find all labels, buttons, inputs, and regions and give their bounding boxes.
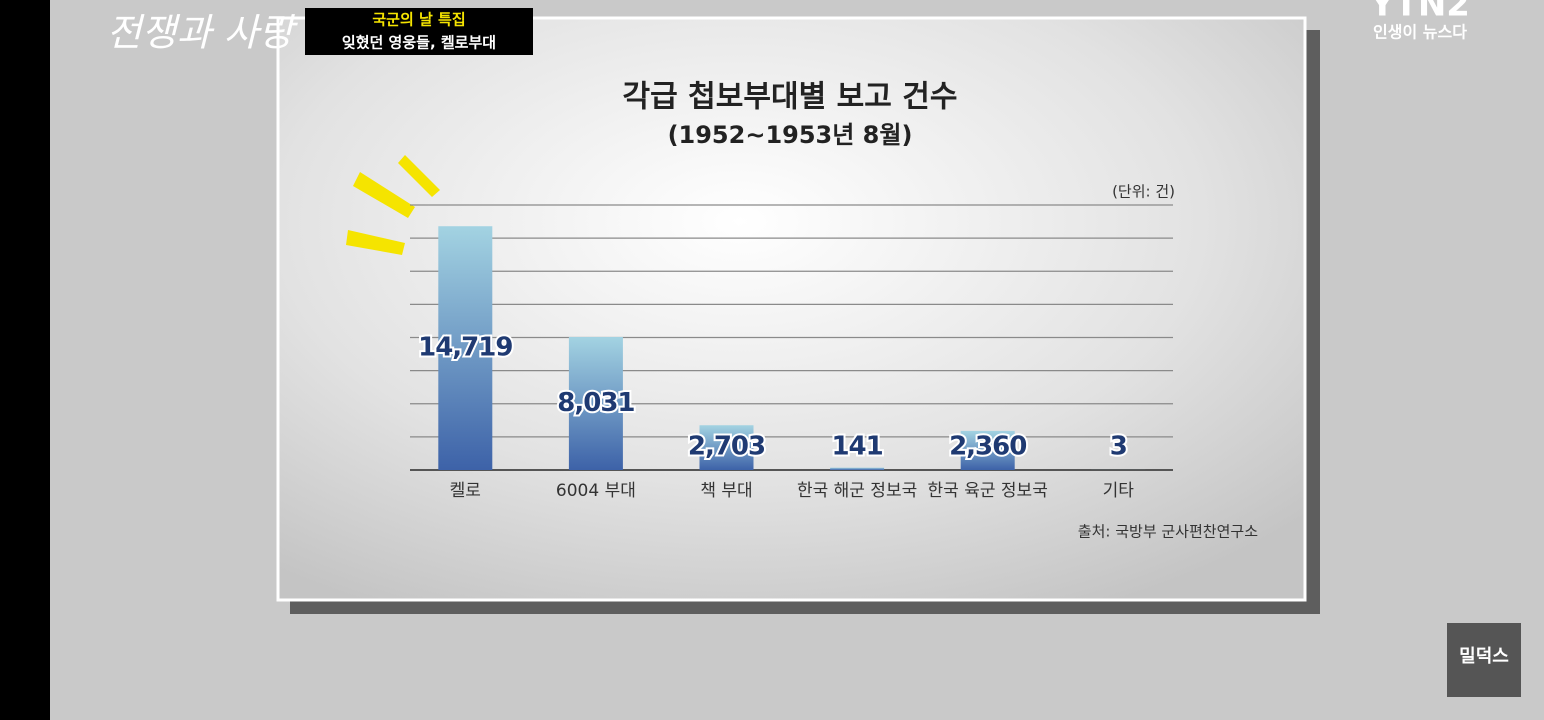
- x-tick-label: 한국 육군 정보국: [928, 481, 1048, 501]
- x-tick-label: 켈로: [450, 481, 481, 501]
- unit-note: (단위: 건): [1112, 183, 1175, 201]
- value-label: 14,719: [418, 333, 512, 363]
- caption-box: [305, 8, 533, 55]
- value-label: 3: [1110, 432, 1127, 462]
- bar: [699, 425, 754, 470]
- caption-line: 국군의 날 특집: [372, 11, 465, 29]
- bar: [568, 336, 623, 470]
- x-tick-label: 한국 해군 정보국: [797, 481, 917, 501]
- x-tick-label: 기타: [1103, 481, 1135, 501]
- watermark-box: [1447, 623, 1521, 697]
- channel-logo: YTN2: [1369, 0, 1470, 25]
- program-logo: 전쟁과 사랑: [107, 11, 299, 55]
- bar: [438, 226, 493, 470]
- chart-title: 각급 첩보부대별 보고 건수: [623, 80, 958, 115]
- value-label: 8,031: [557, 388, 634, 418]
- watermark: 밀덕스: [1459, 646, 1509, 667]
- value-label: 2,360: [949, 432, 1026, 462]
- bar: [830, 467, 885, 470]
- caption-line: 잊혔던 영웅들, 켈로부대: [342, 34, 496, 52]
- value-label: 141: [831, 432, 882, 462]
- highlight-strokes: [346, 155, 440, 255]
- chart-subtitle: (1952~1953년 8월): [668, 121, 913, 149]
- value-label: 2,703: [688, 432, 765, 462]
- channel-slogan: 인생이 뉴스다: [1373, 23, 1467, 42]
- x-tick-label: 책 부대: [700, 481, 752, 501]
- x-tick-label: 6004 부대: [556, 481, 636, 501]
- bar: [960, 430, 1015, 470]
- side-bar: [0, 0, 50, 720]
- source-note: 출처: 국방부 군사편찬연구소: [1078, 523, 1258, 541]
